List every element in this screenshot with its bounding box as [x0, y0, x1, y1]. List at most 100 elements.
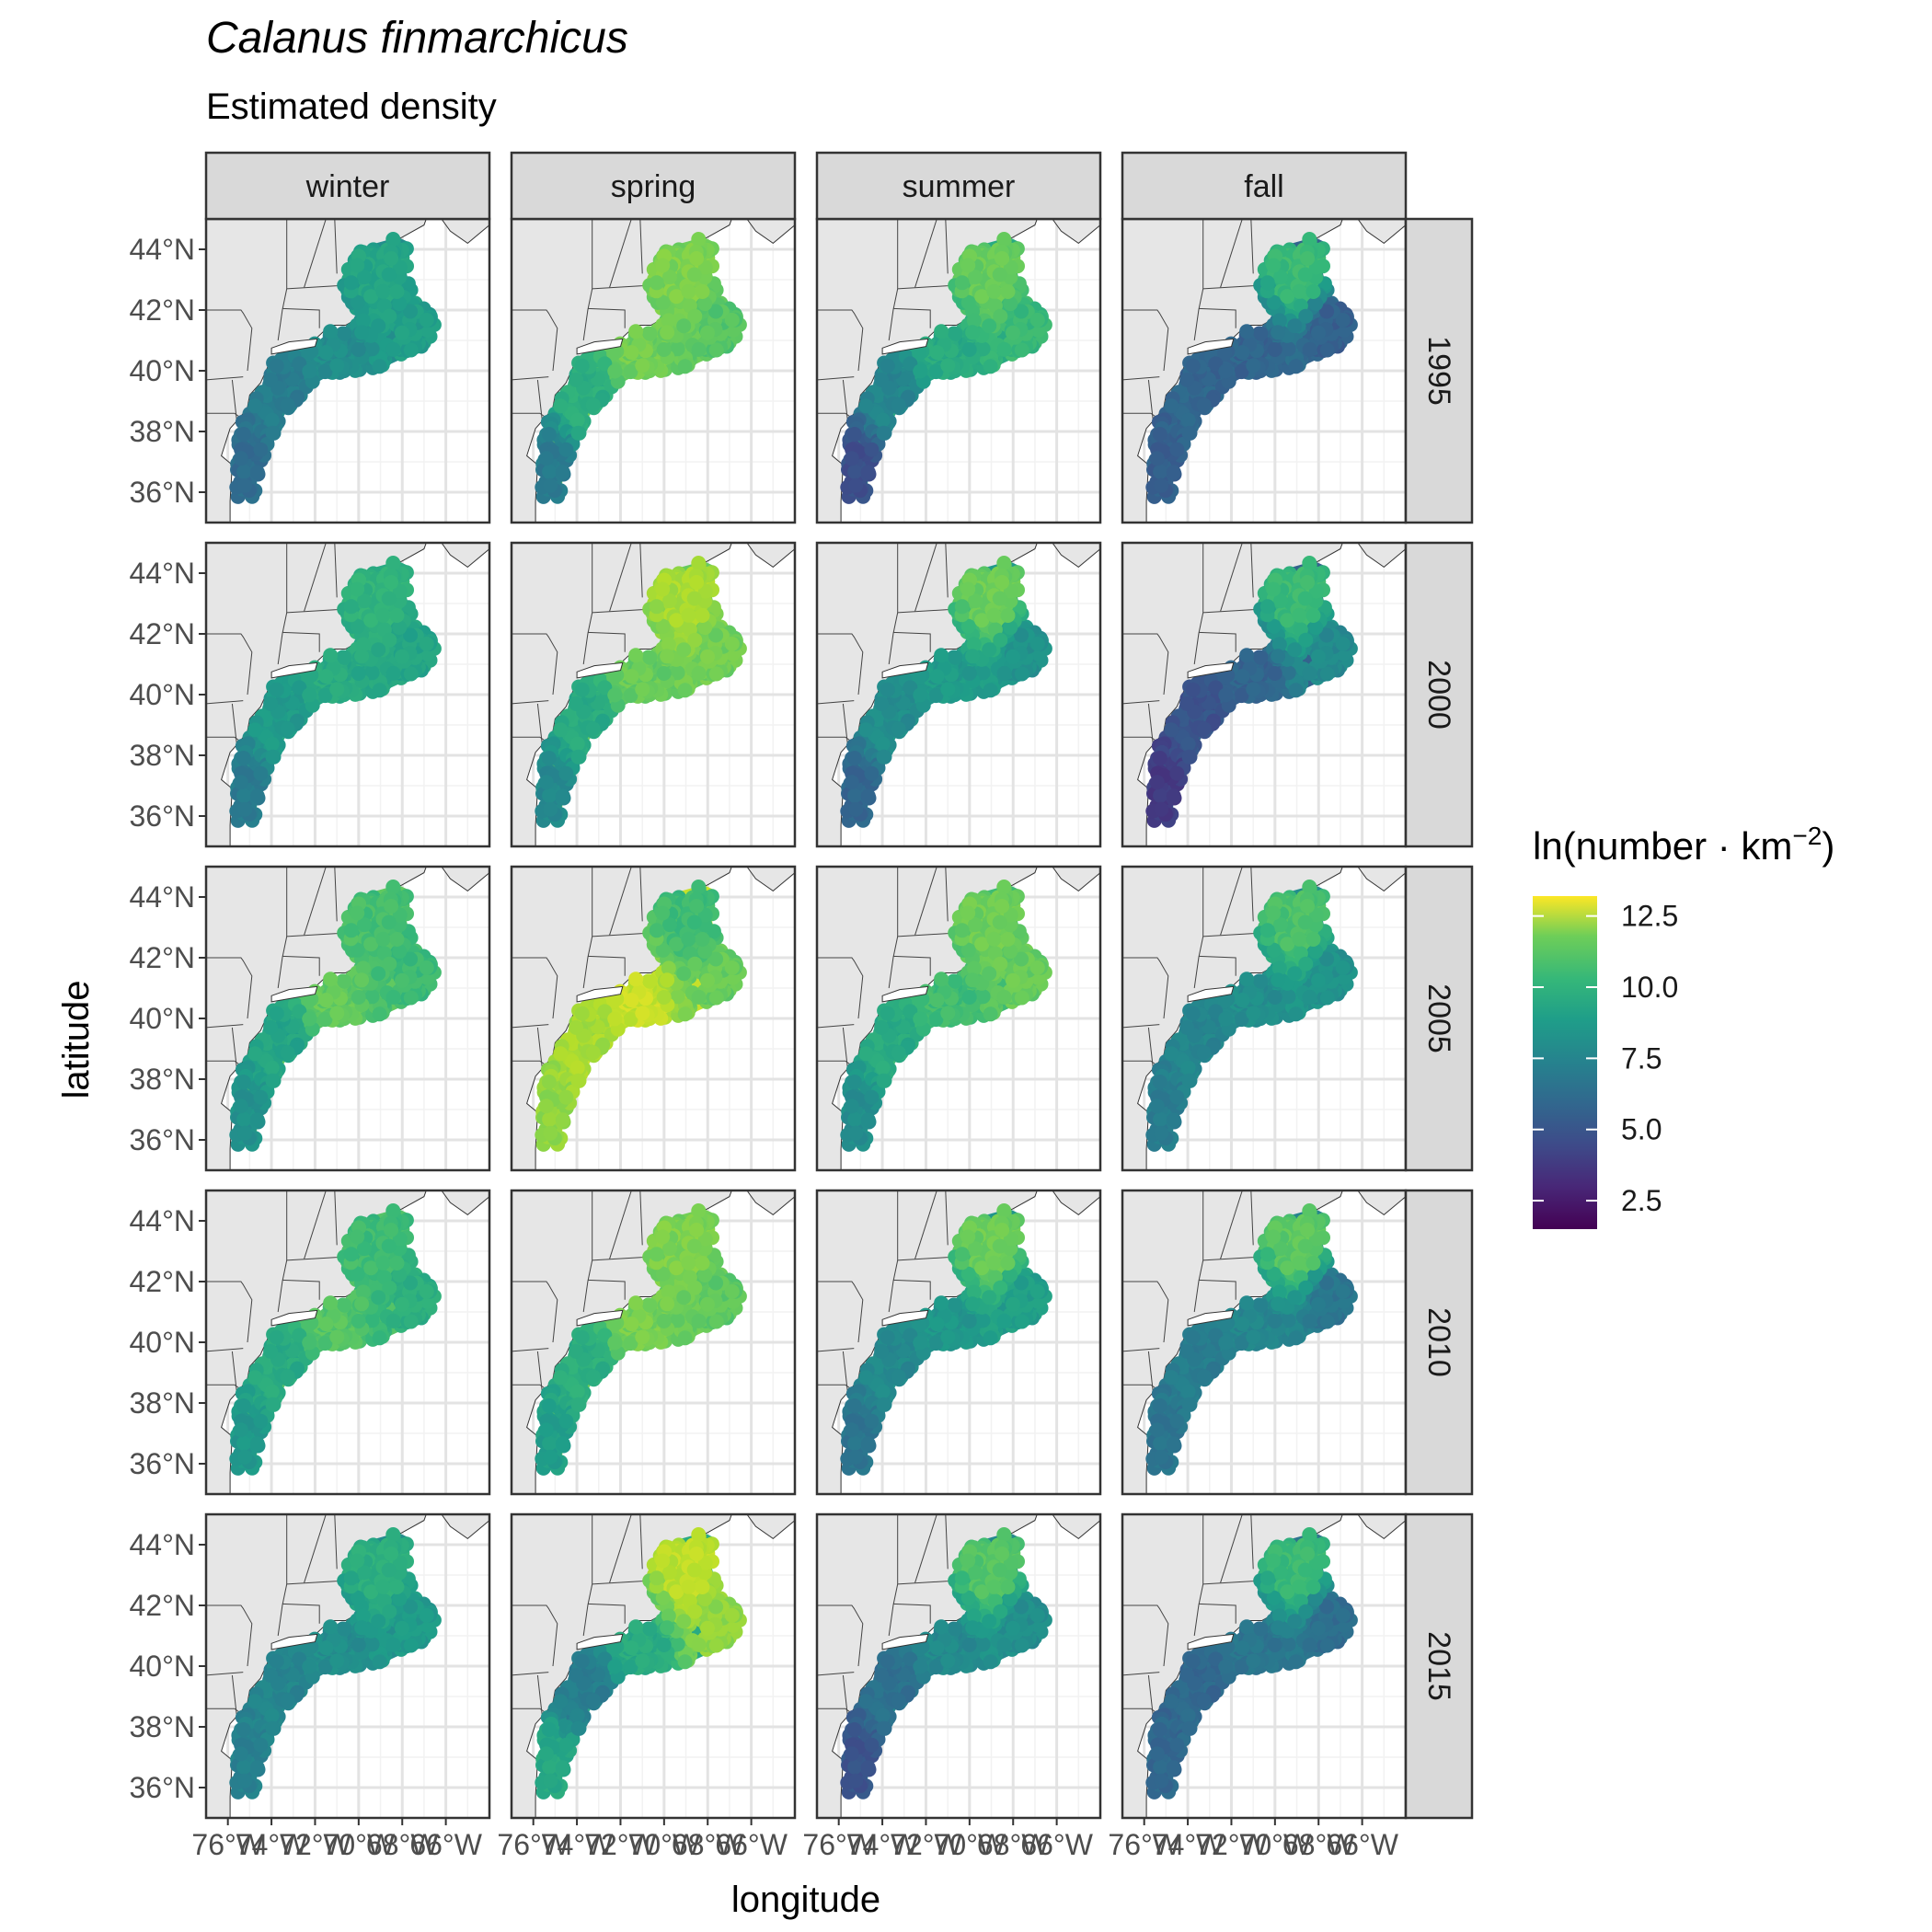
density-point — [1253, 650, 1269, 665]
state-boundary — [277, 219, 288, 341]
density-point — [1302, 232, 1317, 247]
density-point — [372, 1006, 387, 1022]
density-point — [686, 267, 702, 282]
density-point — [1014, 342, 1029, 358]
map-panel-summer-2000 — [815, 541, 1102, 848]
density-point — [351, 666, 366, 681]
state-boundary — [334, 218, 338, 274]
density-point — [337, 650, 352, 665]
density-point — [700, 649, 715, 664]
density-point — [301, 346, 316, 362]
density-point — [691, 665, 707, 681]
density-point — [323, 648, 339, 663]
density-point — [570, 425, 586, 441]
density-point — [237, 477, 253, 493]
density-point — [1152, 751, 1167, 765]
map-panel-winter-2005 — [204, 865, 491, 1172]
density-point — [1181, 749, 1197, 765]
density-point — [263, 696, 279, 711]
density-point — [1300, 251, 1316, 266]
density-point — [874, 696, 890, 711]
density-point — [1297, 591, 1313, 606]
state-boundary — [817, 309, 864, 372]
density-point — [1153, 464, 1168, 479]
density-point — [656, 666, 672, 681]
density-point — [1006, 325, 1020, 340]
state-boundary — [945, 218, 949, 274]
density-point — [392, 296, 408, 312]
density-point — [372, 683, 387, 698]
density-point — [280, 397, 295, 413]
state-boundary — [206, 412, 239, 417]
density-point — [597, 356, 613, 372]
density-point — [1006, 649, 1020, 664]
density-point — [880, 682, 895, 697]
density-point — [264, 1060, 280, 1075]
density-point — [691, 232, 707, 247]
density-point — [1154, 477, 1169, 493]
density-point — [961, 666, 977, 681]
density-point — [669, 289, 684, 305]
chart-subtitle: Estimated density — [206, 86, 497, 127]
density-point — [249, 1112, 265, 1128]
state-boundary — [511, 376, 549, 381]
density-point — [354, 649, 370, 664]
density-point — [860, 788, 876, 804]
density-point — [961, 342, 977, 357]
density-point — [1298, 632, 1314, 648]
density-point — [384, 899, 399, 914]
state-boundary — [206, 309, 253, 372]
density-point — [656, 342, 672, 357]
density-point — [375, 607, 391, 623]
density-point — [642, 650, 658, 665]
density-point — [237, 801, 253, 817]
density-point — [350, 294, 365, 310]
density-point — [317, 364, 333, 380]
density-point — [1335, 312, 1351, 328]
density-point — [929, 669, 945, 684]
density-point — [389, 284, 405, 299]
density-point — [318, 993, 334, 1008]
state-boundary — [512, 309, 558, 372]
density-point — [1179, 372, 1195, 387]
density-point — [403, 666, 419, 682]
map-panel-winter-1995 — [204, 217, 491, 524]
density-point — [689, 575, 705, 590]
density-point — [1246, 358, 1261, 374]
density-point — [1181, 425, 1197, 441]
density-point — [269, 682, 284, 697]
density-point — [965, 325, 981, 340]
density-point — [569, 696, 584, 711]
density-point — [371, 318, 386, 334]
density-point — [1180, 736, 1196, 752]
density-point — [1218, 687, 1234, 703]
density-point — [948, 326, 963, 341]
density-point — [708, 666, 724, 682]
density-point — [1169, 442, 1185, 457]
density-point — [1152, 427, 1167, 442]
density-point — [1179, 696, 1195, 711]
density-point — [364, 341, 380, 357]
density-point — [569, 412, 585, 428]
density-point — [1014, 666, 1029, 682]
density-point — [996, 556, 1012, 570]
density-point — [655, 294, 671, 310]
density-point — [623, 364, 638, 380]
density-point — [355, 313, 371, 328]
density-point — [233, 775, 248, 790]
density-point — [1288, 683, 1304, 698]
density-point — [1319, 666, 1335, 682]
state-boundary — [231, 379, 237, 420]
density-point — [350, 581, 365, 597]
density-point — [681, 283, 696, 299]
density-point — [1154, 801, 1169, 817]
density-point — [1266, 258, 1282, 273]
density-point — [280, 721, 295, 737]
density-point — [236, 427, 251, 442]
state-boundary — [609, 218, 632, 288]
density-point — [337, 326, 352, 341]
density-point — [676, 318, 692, 334]
density-point — [1319, 342, 1335, 358]
density-point — [929, 345, 945, 361]
density-point — [265, 425, 281, 441]
